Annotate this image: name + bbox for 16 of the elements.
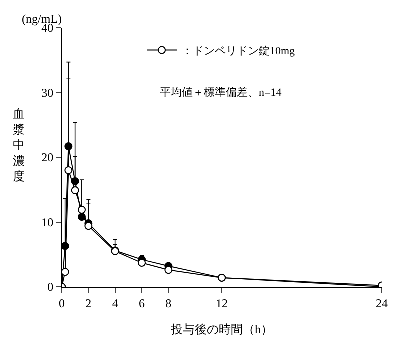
y-tick-label: 10 <box>42 215 54 230</box>
x-tick-label: 2 <box>86 296 92 310</box>
y-tick-label: 20 <box>42 150 54 165</box>
annotation: 平均値＋標準偏差、n=14 <box>160 87 282 99</box>
x-axis-title: 投与後の時間（h） <box>170 322 273 336</box>
y-tick-label: 30 <box>42 86 54 100</box>
x-tick-label: 4 <box>112 296 118 310</box>
x-tick-label: 24 <box>376 296 388 310</box>
x-tick-label: 0 <box>59 296 65 310</box>
x-tick-label: 12 <box>216 296 228 310</box>
y-tick-label: 0 <box>48 280 54 294</box>
x-tick-label: 6 <box>139 296 145 310</box>
x-tick-label: 8 <box>166 296 172 310</box>
legend-label: ：ドンペリドン錠10mg <box>182 46 296 58</box>
y-axis-title: 血漿中濃度 <box>13 107 25 184</box>
text: (ng/mL) <box>22 12 62 26</box>
